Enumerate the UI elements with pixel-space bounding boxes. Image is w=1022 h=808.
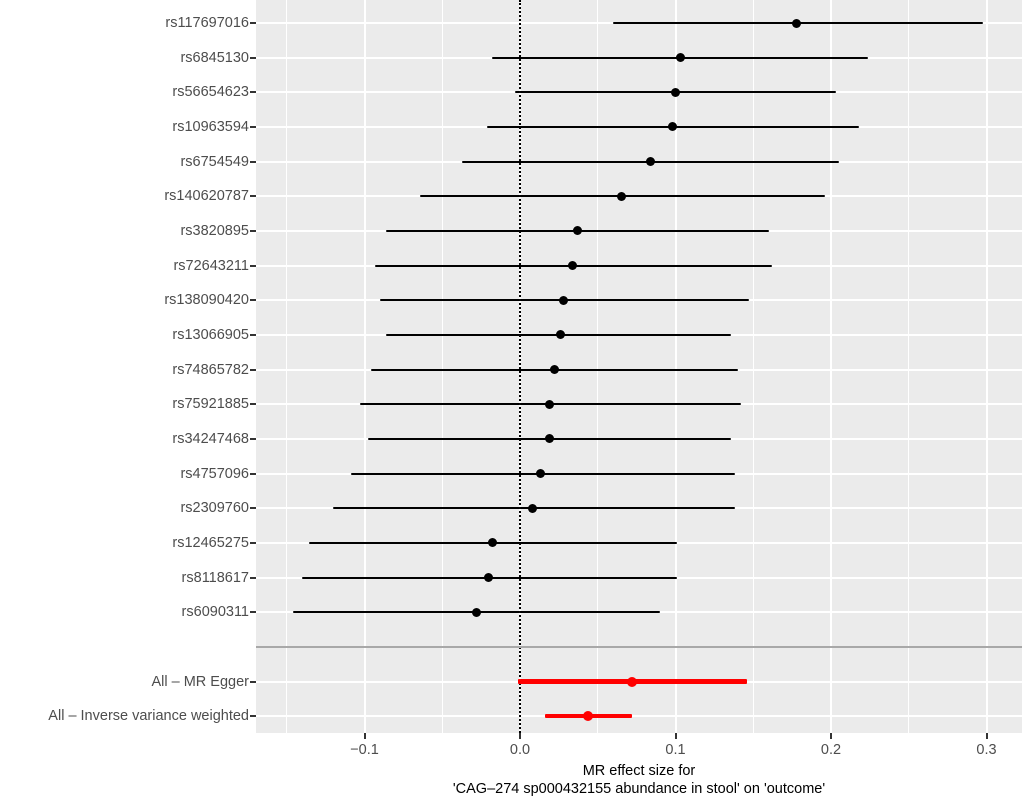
y-axis-tick	[250, 507, 256, 510]
y-axis-label: rs34247468	[172, 430, 249, 447]
summary-row-point	[626, 676, 637, 687]
h-gridline	[256, 715, 1022, 718]
x-axis-tick-label: 0.1	[665, 742, 686, 758]
y-axis-label: rs13066905	[172, 326, 249, 343]
y-axis-tick	[250, 195, 256, 198]
snp-row-point	[568, 261, 578, 271]
y-axis-label: rs117697016	[165, 15, 249, 31]
y-axis-label: rs4757096	[180, 465, 249, 482]
snp-row-point	[667, 122, 677, 132]
y-axis-label: rs74865782	[172, 361, 249, 378]
summary-row-point	[583, 711, 594, 722]
snp-row-point	[792, 18, 802, 28]
y-axis-label: rs10963594	[172, 118, 249, 135]
x-axis-tick-label: 0.0	[509, 742, 531, 758]
v-gridline-major	[674, 0, 677, 733]
y-axis-label: All – MR Egger	[151, 673, 249, 690]
y-axis-tick	[250, 576, 256, 579]
zero-reference-line	[519, 0, 521, 733]
snp-row-point	[527, 503, 537, 513]
category-separator-line	[256, 645, 1022, 648]
y-axis-tick	[250, 680, 256, 683]
plot-panel	[256, 0, 1022, 733]
snp-row-point	[559, 295, 569, 305]
y-axis-tick	[250, 56, 256, 59]
y-axis-label: rs2309760	[180, 500, 249, 517]
y-axis-label: rs56654623	[172, 84, 249, 101]
y-axis-tick	[250, 229, 256, 232]
y-axis-label: rs72643211	[173, 257, 249, 274]
y-axis-label: rs8118617	[181, 569, 249, 586]
v-gridline-major	[830, 0, 832, 733]
y-axis-label: rs6090311	[181, 604, 249, 621]
y-axis-label: rs75921885	[172, 396, 249, 413]
y-axis-label: rs6754549	[180, 153, 249, 170]
x-axis-title-line2: 'CAG–274 sp000432155 abundance in stool'…	[452, 780, 826, 797]
v-gridline-minor	[908, 0, 910, 733]
y-axis-tick	[250, 472, 256, 475]
x-axis-tick	[519, 733, 521, 739]
snp-row-point	[545, 434, 555, 444]
y-axis-tick	[250, 368, 256, 371]
v-gridline-minor	[597, 0, 599, 733]
v-gridline-minor	[752, 0, 754, 733]
y-axis-label: rs6845130	[180, 49, 249, 66]
snp-row-point	[545, 399, 555, 409]
y-axis-tick	[250, 22, 256, 24]
snp-row-point	[616, 191, 626, 201]
y-axis-tick	[250, 437, 256, 440]
y-axis-tick	[250, 611, 256, 614]
snp-row-point	[471, 607, 481, 617]
snp-row-point	[535, 469, 545, 479]
x-axis-tick	[985, 733, 988, 739]
x-axis-title-line1: MR effect size for	[582, 763, 696, 779]
x-axis-tick-label: 0.2	[820, 742, 842, 758]
x-axis-tick-label: −0.1	[350, 742, 379, 758]
v-gridline-major	[363, 0, 366, 733]
y-axis-tick	[250, 264, 256, 267]
v-gridline-minor	[286, 0, 288, 733]
snp-row-point	[487, 538, 497, 548]
x-axis-tick	[830, 733, 832, 739]
snp-row-point	[484, 573, 494, 583]
y-axis-tick	[250, 333, 256, 336]
y-axis-label: rs138090420	[164, 292, 249, 309]
y-axis-label: All – Inverse variance weighted	[48, 708, 249, 725]
y-axis-tick	[250, 160, 256, 163]
y-axis-tick	[250, 299, 256, 302]
y-axis-label: rs3820895	[180, 222, 249, 239]
x-axis-tick	[363, 733, 366, 739]
v-gridline-major	[985, 0, 988, 733]
x-axis-tick-label: 0.3	[976, 742, 997, 758]
y-axis-tick	[250, 125, 256, 128]
y-axis-tick	[250, 403, 256, 406]
snp-row-point	[549, 365, 559, 375]
snp-row-point	[671, 87, 680, 97]
snp-row-point	[555, 330, 565, 340]
y-axis-tick	[250, 541, 256, 544]
y-axis-tick	[250, 715, 256, 718]
snp-row-point	[675, 53, 685, 63]
y-axis-label: rs12465275	[172, 534, 249, 551]
y-axis-label: rs140620787	[164, 188, 249, 205]
y-axis-tick	[250, 91, 256, 94]
v-gridline-minor	[441, 0, 443, 733]
snp-row-point	[573, 226, 583, 236]
snp-row-point	[646, 157, 656, 167]
x-axis-tick	[674, 733, 677, 739]
